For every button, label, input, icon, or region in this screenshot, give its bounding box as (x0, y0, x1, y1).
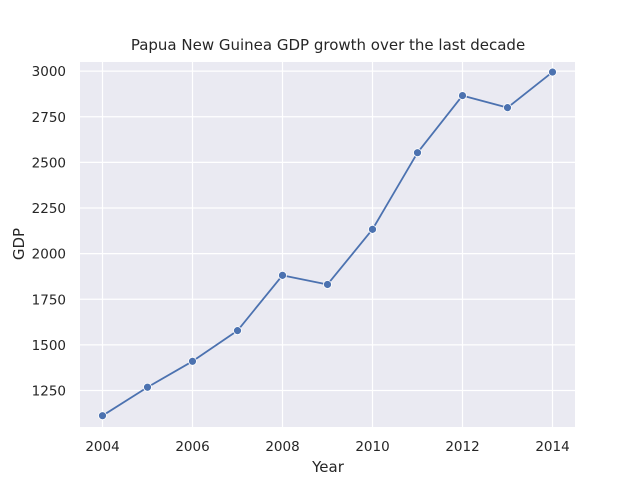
y-tick-label: 1750 (32, 292, 66, 308)
markers-layer (98, 67, 557, 421)
grid-lines (80, 62, 575, 427)
plot-area (80, 62, 575, 427)
data-point (413, 148, 422, 158)
data-point (368, 224, 377, 234)
x-tick-label: 2006 (175, 439, 209, 455)
x-tick-label: 2004 (85, 439, 119, 455)
y-tick-label: 2250 (32, 201, 66, 217)
y-tick-label: 2750 (32, 110, 66, 126)
data-point (503, 103, 512, 113)
y-tick-labels: 1250 1500 1750 2000 2250 2500 2750 3000 (32, 64, 66, 399)
data-point (143, 382, 152, 392)
y-tick-label: 2500 (32, 155, 66, 171)
chart-title: Papua New Guinea GDP growth over the las… (131, 36, 525, 54)
y-tick-label: 2000 (32, 247, 66, 263)
x-tick-label: 2012 (445, 439, 479, 455)
y-tick-label: 1500 (32, 338, 66, 354)
data-point (188, 356, 197, 366)
x-tick-labels: 2004 2006 2008 2010 2012 2014 (85, 439, 569, 455)
data-point (98, 411, 107, 421)
y-tick-label: 3000 (32, 64, 66, 80)
x-tick-label: 2014 (535, 439, 569, 455)
x-tick-label: 2010 (355, 439, 389, 455)
x-axis-title: Year (311, 458, 345, 476)
data-point (548, 67, 557, 77)
y-axis-title: GDP (10, 228, 28, 260)
y-tick-label: 1250 (32, 384, 66, 400)
data-point (323, 280, 332, 289)
x-tick-label: 2008 (265, 439, 299, 455)
data-point (278, 270, 287, 280)
data-point (458, 91, 467, 100)
data-point (233, 326, 242, 336)
